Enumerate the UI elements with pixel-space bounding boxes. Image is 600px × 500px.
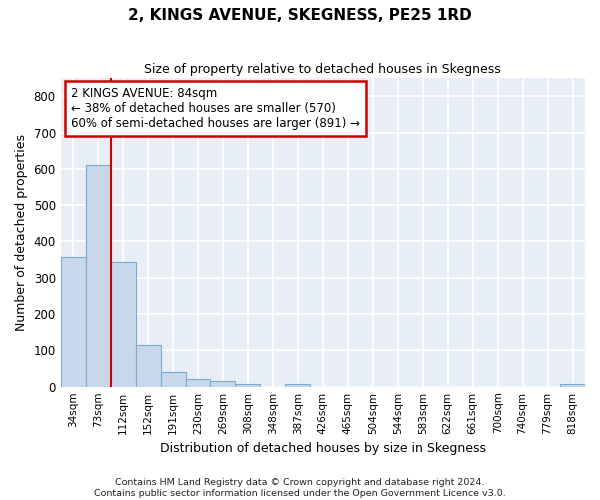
Y-axis label: Number of detached properties: Number of detached properties (15, 134, 28, 331)
Bar (110, 262, 136, 386)
Bar (286, 384, 310, 386)
Bar (86, 165, 110, 386)
Bar (560, 384, 585, 386)
Text: 2, KINGS AVENUE, SKEGNESS, PE25 1RD: 2, KINGS AVENUE, SKEGNESS, PE25 1RD (128, 8, 472, 22)
Text: 2 KINGS AVENUE: 84sqm
← 38% of detached houses are smaller (570)
60% of semi-det: 2 KINGS AVENUE: 84sqm ← 38% of detached … (71, 88, 360, 130)
Title: Size of property relative to detached houses in Skegness: Size of property relative to detached ho… (145, 62, 501, 76)
Bar (61, 256, 86, 386)
Bar (235, 384, 260, 386)
Bar (161, 372, 185, 386)
Bar (136, 345, 161, 387)
X-axis label: Distribution of detached houses by size in Skegness: Distribution of detached houses by size … (160, 442, 486, 455)
Text: Contains HM Land Registry data © Crown copyright and database right 2024.
Contai: Contains HM Land Registry data © Crown c… (94, 478, 506, 498)
Bar (185, 378, 211, 386)
Bar (211, 381, 235, 386)
